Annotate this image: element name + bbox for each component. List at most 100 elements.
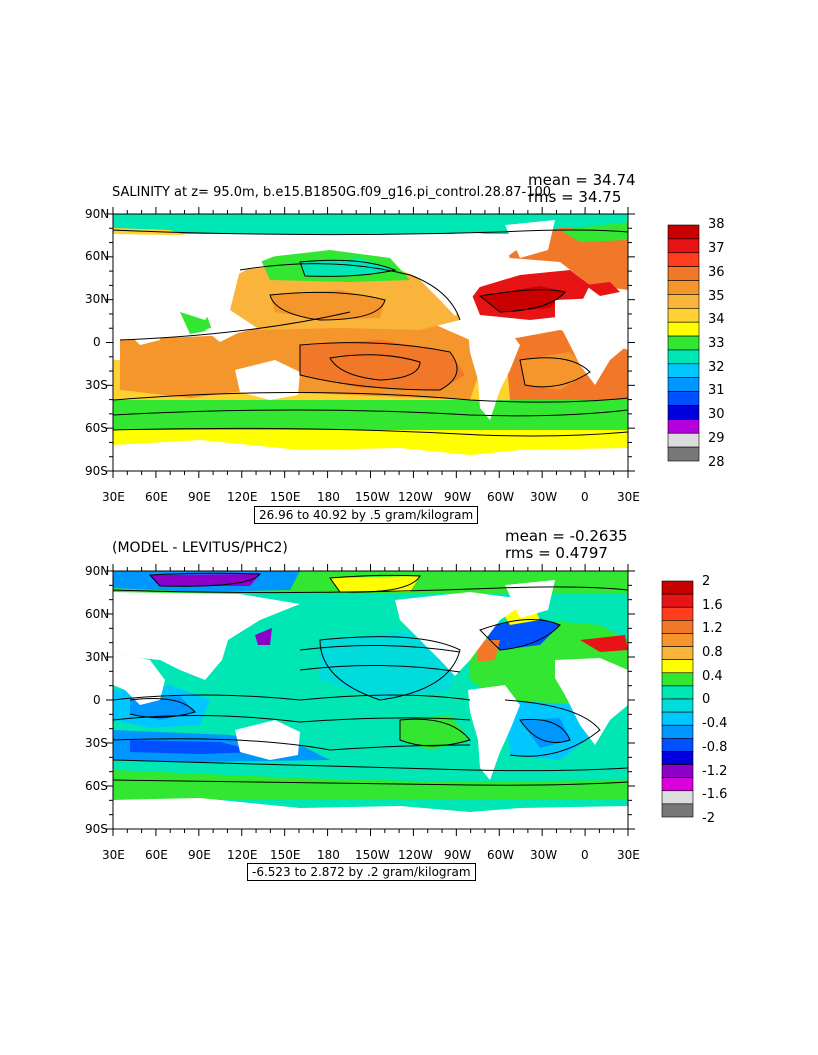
colorbar-swatch bbox=[661, 646, 694, 660]
lon-label: 120E bbox=[227, 848, 258, 862]
lat-label: 90S bbox=[85, 822, 108, 836]
colorbar-swatch bbox=[661, 633, 694, 647]
lat-label: 0 bbox=[93, 693, 101, 707]
stats-rms-2: rms = 0.4797 bbox=[505, 544, 608, 562]
colorbar-swatch bbox=[661, 685, 694, 700]
lon-label: 180 bbox=[317, 490, 340, 504]
colorbar-swatch bbox=[661, 606, 694, 621]
lon-label: 150W bbox=[355, 490, 390, 504]
lon-label: 30E bbox=[617, 490, 640, 504]
colorbar-swatch bbox=[667, 363, 700, 379]
lon-label: 30E bbox=[617, 848, 640, 862]
colorbar-label: -1.2 bbox=[702, 764, 728, 779]
lon-label: 60E bbox=[145, 848, 168, 862]
colorbar-swatch bbox=[661, 659, 694, 674]
lon-label: 90E bbox=[188, 848, 211, 862]
stats-mean-2: mean = -0.2635 bbox=[505, 527, 628, 545]
colorbar-swatch bbox=[667, 391, 700, 406]
colorbar-swatch bbox=[661, 751, 694, 765]
colorbar-swatch bbox=[661, 738, 694, 752]
colorbar-swatch bbox=[661, 580, 694, 595]
lat-label: 60S bbox=[85, 779, 108, 793]
lat-label: 90N bbox=[85, 564, 110, 578]
lon-label: 30W bbox=[530, 848, 558, 862]
lon-label: 120W bbox=[398, 848, 433, 862]
lat-label: 30N bbox=[85, 292, 110, 306]
colorbar-label: 1.6 bbox=[702, 598, 723, 613]
colorbar-swatch bbox=[667, 266, 700, 281]
colorbar-swatch bbox=[667, 419, 700, 434]
colorbar-swatch bbox=[667, 307, 700, 323]
colorbar-swatch bbox=[661, 724, 694, 739]
colorbar-swatch bbox=[661, 803, 694, 818]
colorbar-swatch bbox=[667, 238, 700, 254]
lon-label: 150E bbox=[270, 848, 301, 862]
colorbar-label: 29 bbox=[708, 431, 725, 446]
lon-label: 0 bbox=[581, 848, 589, 862]
colorbar-label: 31 bbox=[708, 383, 725, 398]
colorbar-label: 0.8 bbox=[702, 645, 723, 660]
lat-label: 90S bbox=[85, 464, 108, 478]
colorbar-swatch bbox=[661, 711, 694, 726]
colorbar-label: -2 bbox=[702, 811, 715, 826]
lat-label: 30S bbox=[85, 736, 108, 750]
salinity-field bbox=[113, 214, 628, 471]
colorbar-label: -0.4 bbox=[702, 716, 728, 731]
lon-label: 60W bbox=[487, 848, 515, 862]
colorbar-label: 28 bbox=[708, 455, 725, 470]
difference-colorbar bbox=[661, 580, 694, 818]
lon-label: 30E bbox=[102, 490, 125, 504]
colorbar-label: 32 bbox=[708, 360, 725, 375]
colorbar-label: -0.8 bbox=[702, 740, 728, 755]
lon-label: 60W bbox=[487, 490, 515, 504]
lat-label: 0 bbox=[93, 335, 101, 349]
colorbar-label: 35 bbox=[708, 289, 725, 304]
colorbar-swatch bbox=[667, 294, 700, 309]
lon-label: 120E bbox=[227, 490, 258, 504]
colorbar-swatch bbox=[661, 790, 694, 805]
stats-rms-1: rms = 34.75 bbox=[528, 188, 622, 206]
lat-label: 60N bbox=[85, 607, 110, 621]
colorbar-swatch bbox=[667, 432, 700, 448]
colorbar-label: 0 bbox=[702, 692, 711, 707]
colorbar-swatch bbox=[667, 405, 700, 420]
lat-label: 90N bbox=[85, 207, 110, 221]
colorbar-swatch bbox=[667, 446, 700, 462]
lon-label: 30E bbox=[102, 848, 125, 862]
colorbar-swatch bbox=[667, 252, 700, 267]
map-title-1: SALINITY at z= 95.0m, b.e15.B1850G.f09_g… bbox=[112, 185, 552, 200]
colorbar-swatch bbox=[667, 349, 700, 365]
lat-label: 60S bbox=[85, 421, 108, 435]
colorbar-label: 30 bbox=[708, 407, 725, 422]
lon-label: 90E bbox=[188, 490, 211, 504]
lon-label: 60E bbox=[145, 490, 168, 504]
colorbar-swatch bbox=[661, 698, 694, 713]
contour-range-label-2: -6.523 to 2.872 by .2 gram/kilogram bbox=[247, 863, 476, 881]
salinity-colorbar bbox=[667, 224, 700, 462]
colorbar-label: 38 bbox=[708, 217, 725, 232]
lon-label: 120W bbox=[398, 490, 433, 504]
lat-label: 30N bbox=[85, 650, 110, 664]
contour-range-label-1: 26.96 to 40.92 by .5 gram/kilogram bbox=[254, 506, 479, 524]
colorbar-swatch bbox=[661, 672, 694, 687]
colorbar-swatch bbox=[667, 335, 700, 351]
lon-label: 30W bbox=[530, 490, 558, 504]
colorbar-swatch bbox=[667, 321, 700, 337]
colorbar-swatch bbox=[667, 224, 700, 240]
colorbar-label: 36 bbox=[708, 265, 725, 280]
difference-field bbox=[113, 571, 628, 829]
colorbar-swatch bbox=[661, 777, 694, 792]
colorbar-label: 2 bbox=[702, 574, 711, 589]
colorbar-label: -1.6 bbox=[702, 787, 728, 802]
lon-label: 0 bbox=[581, 490, 589, 504]
lon-label: 150W bbox=[355, 848, 390, 862]
lon-label: 150E bbox=[270, 490, 301, 504]
colorbar-label: 1.2 bbox=[702, 621, 723, 636]
lat-label: 60N bbox=[85, 249, 110, 263]
colorbar-swatch bbox=[661, 764, 694, 778]
map-title-2: (MODEL - LEVITUS/PHC2) bbox=[112, 540, 288, 556]
colorbar-swatch bbox=[667, 377, 700, 392]
colorbar-label: 0.4 bbox=[702, 669, 723, 684]
